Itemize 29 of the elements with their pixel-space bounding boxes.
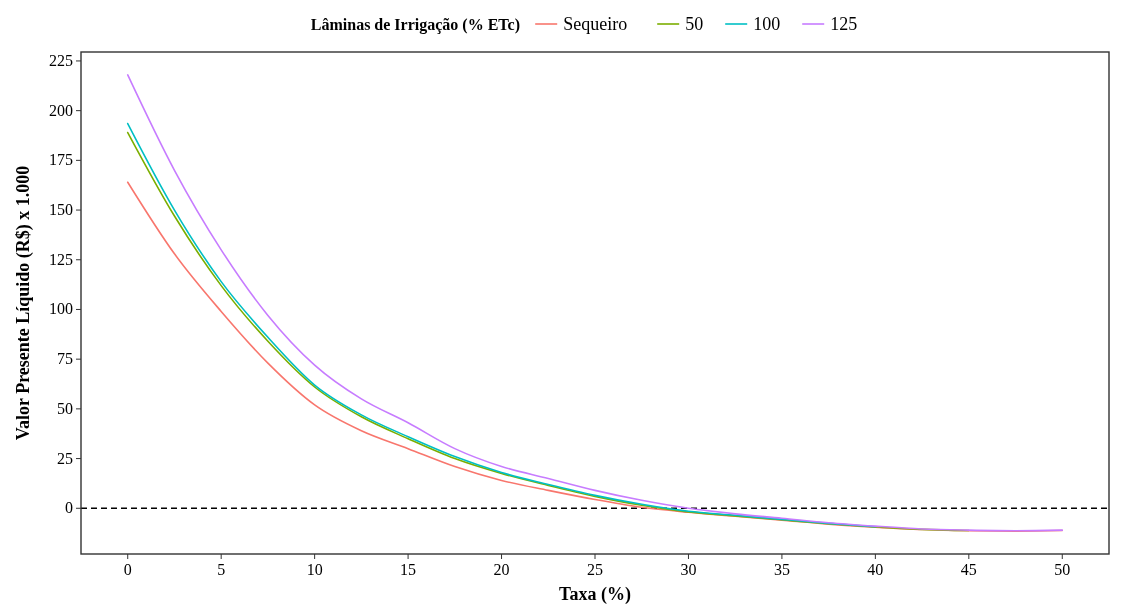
x-tick-label: 10 [306, 561, 323, 578]
legend-label: 125 [830, 14, 858, 34]
legend-label: 100 [753, 14, 781, 34]
x-tick-label: 40 [867, 561, 884, 578]
legend-title: Lâminas de Irrigação (% ETc) [310, 16, 520, 34]
legend-label: Sequeiro [563, 14, 628, 34]
legend-label: 50 [685, 14, 704, 34]
x-tick-label: 20 [493, 561, 510, 578]
x-tick-label: 35 [773, 561, 790, 578]
x-tick-label: 30 [680, 561, 697, 578]
y-tick-label: 225 [49, 51, 73, 69]
y-tick-label: 125 [49, 250, 73, 268]
x-tick-label: 5 [217, 561, 226, 578]
y-tick-label: 0 [65, 499, 73, 517]
x-tick-label: 45 [960, 561, 977, 578]
y-tick-label: 150 [49, 201, 73, 219]
y-tick-label: 175 [49, 151, 73, 169]
x-tick-label: 50 [1054, 561, 1071, 578]
y-tick-label: 100 [49, 300, 73, 318]
y-tick-label: 200 [49, 101, 73, 119]
x-tick-label: 0 [123, 561, 132, 578]
y-tick-label: 25 [57, 449, 73, 467]
x-tick-label: 15 [400, 561, 417, 578]
y-tick-label: 75 [57, 350, 73, 368]
y-axis-title: Valor Presente Líquido (R$) x 1.000 [13, 165, 34, 441]
line-series [126, 74, 1064, 532]
x-tick-label: 25 [587, 561, 603, 578]
y-tick-label: 50 [57, 399, 73, 417]
x-axis-title: Taxa (%) [559, 584, 631, 605]
